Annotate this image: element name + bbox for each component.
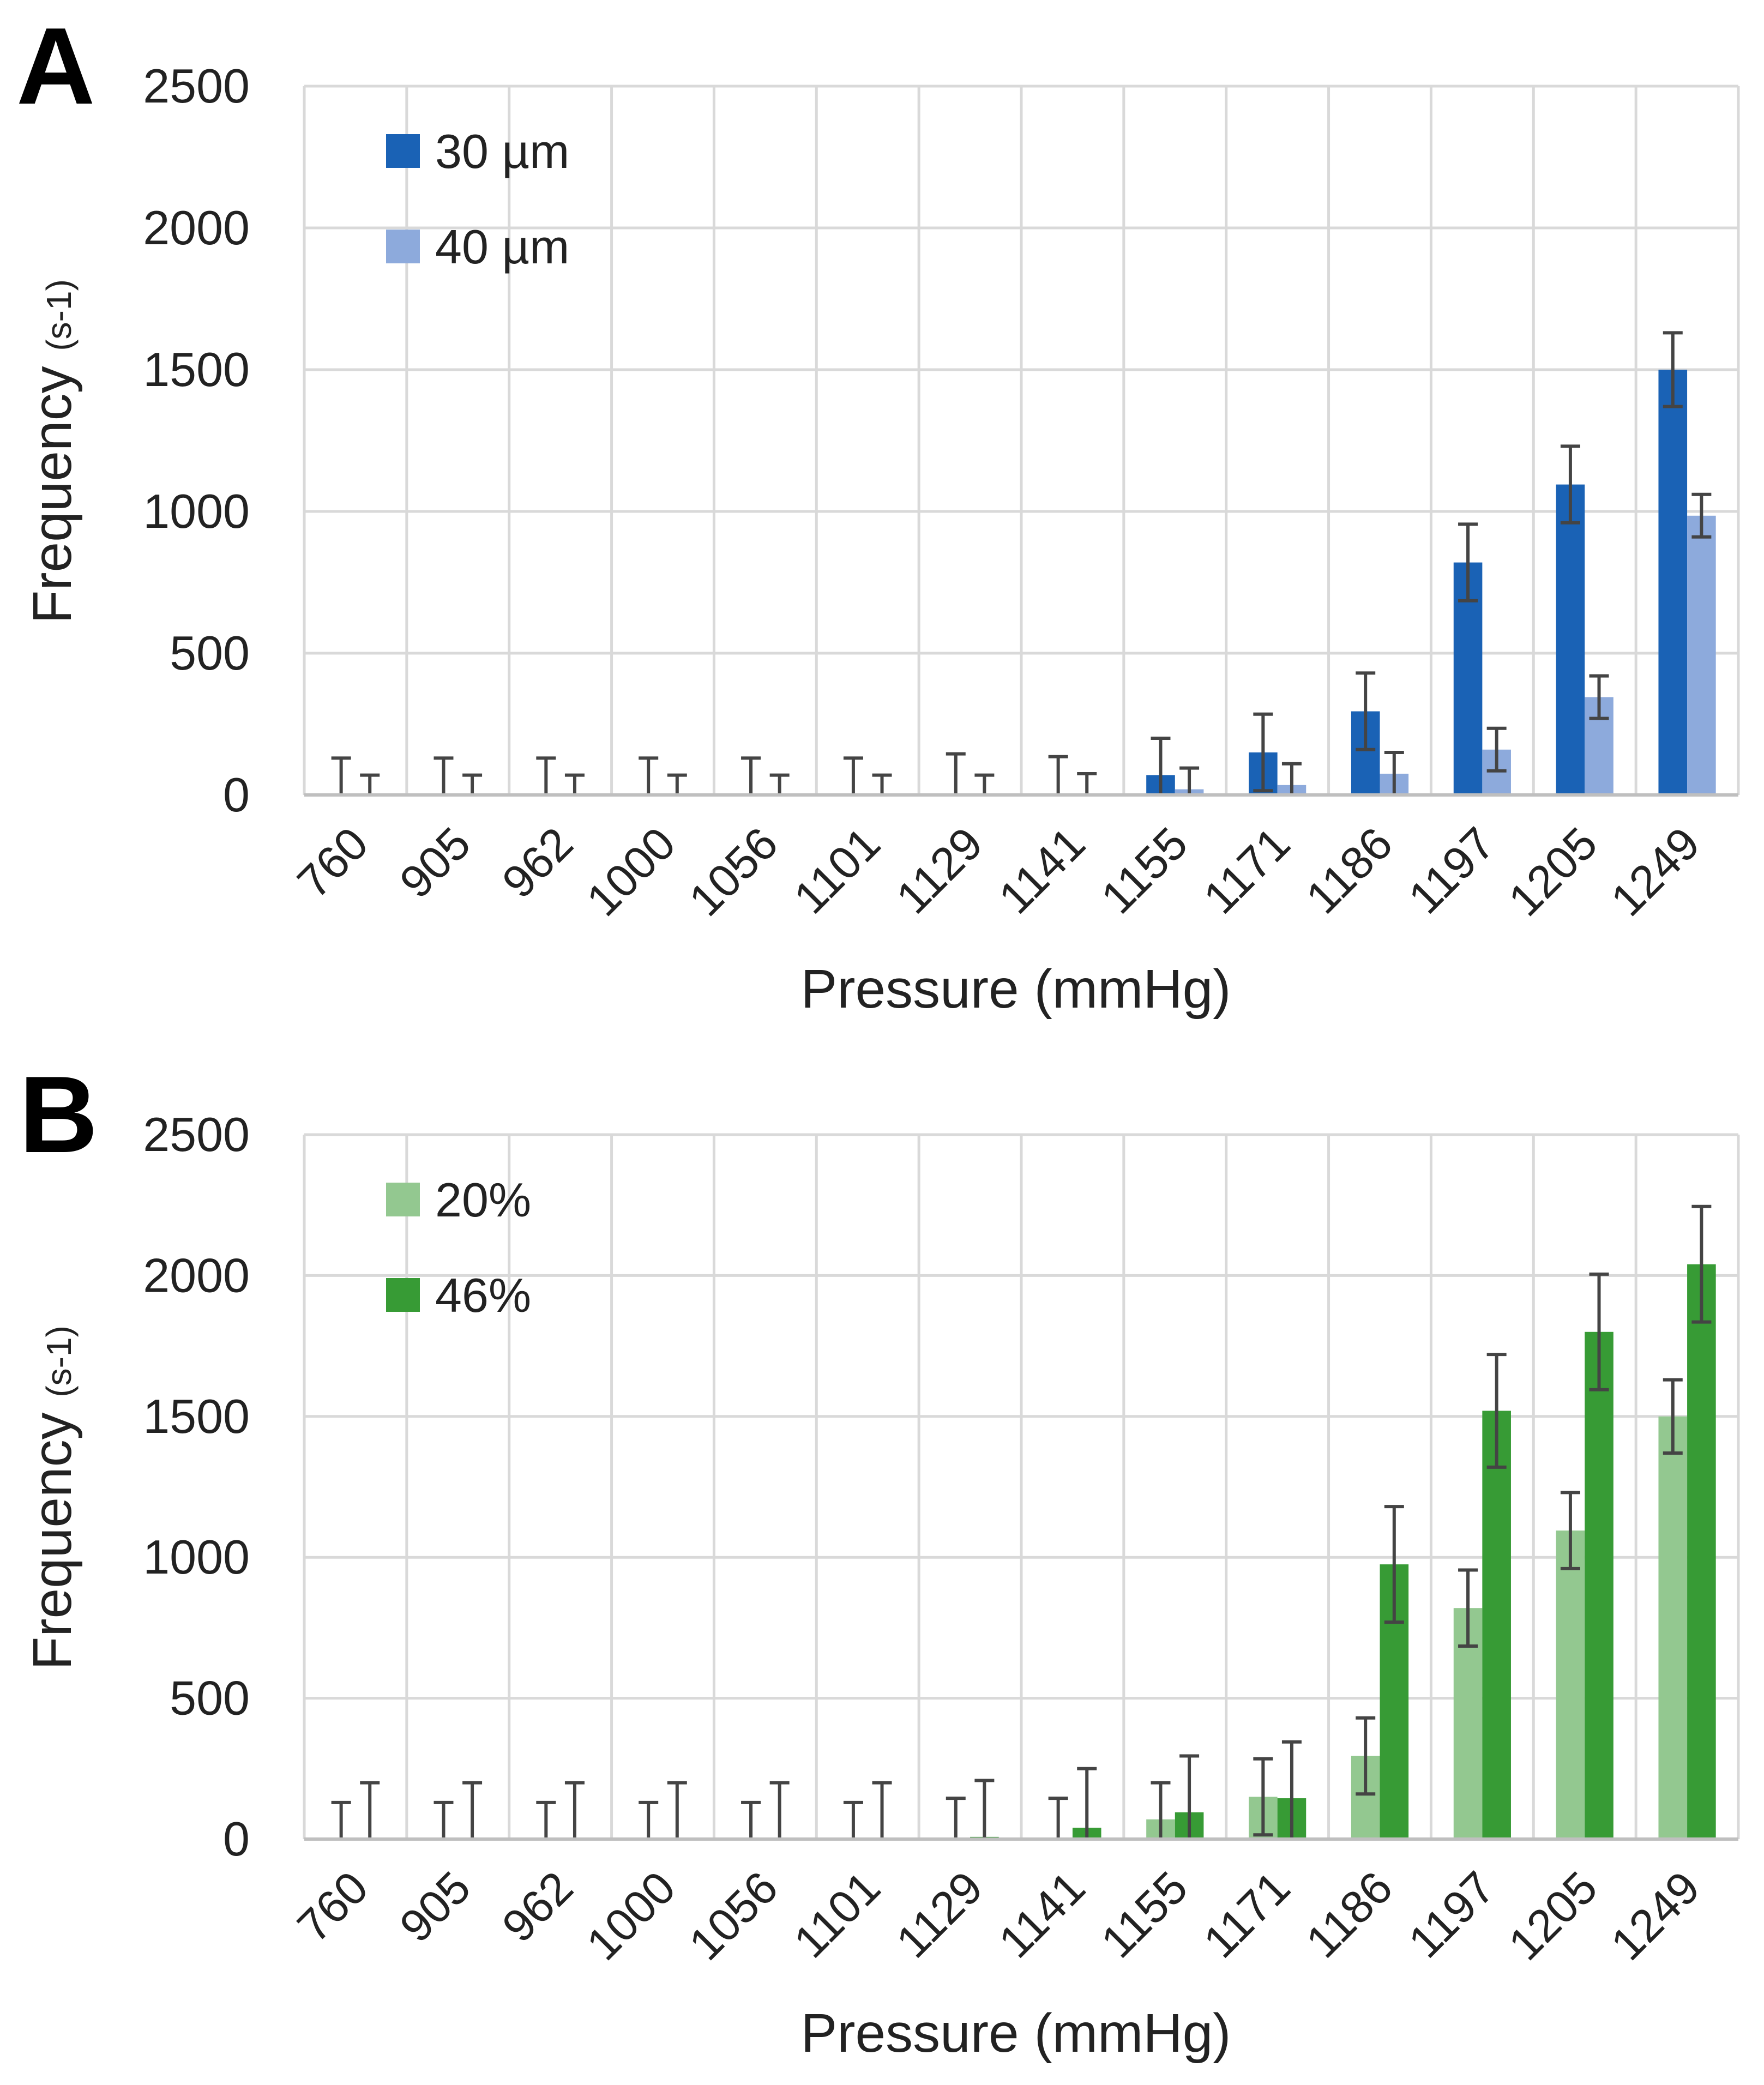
x-axis-title: Pressure (mmHg) (801, 2003, 1231, 2064)
y-tick-label: 2500 (143, 1107, 250, 1161)
y-tick-label: 2000 (143, 201, 250, 255)
bar (1658, 1416, 1688, 1839)
x-tick-label: 1197 (1399, 1861, 1504, 1967)
legend-swatch (386, 1278, 420, 1312)
x-tick-label: 1249 (1601, 817, 1709, 926)
y-tick-label: 1000 (143, 484, 250, 538)
legend-label: 20% (435, 1173, 531, 1227)
x-tick-label: 905 (390, 817, 480, 908)
x-tick-label: 1101 (784, 1861, 890, 1967)
x-tick-label: 760 (287, 1861, 378, 1952)
y-tick-label: 0 (223, 1812, 250, 1866)
x-tick-label: 962 (492, 1861, 583, 1952)
x-tick-label: 905 (390, 1861, 480, 1952)
bar (1482, 1411, 1511, 1839)
x-tick-label: 1141 (989, 817, 1094, 923)
y-tick-label: 1500 (143, 342, 250, 396)
bar (1687, 515, 1716, 795)
x-tick-label: 1056 (679, 817, 787, 926)
x-tick-label: 1155 (1091, 1861, 1197, 1967)
x-tick-label: 1129 (887, 1861, 992, 1967)
y-tick-label: 1000 (143, 1530, 250, 1584)
x-tick-label: 1000 (577, 817, 685, 926)
x-tick-label: 1186 (1296, 1861, 1402, 1967)
bar (1658, 370, 1688, 795)
y-axis-title: Frequency (s-1) (22, 1325, 83, 1670)
x-tick-label: 1186 (1296, 817, 1402, 923)
panel-label: B (19, 1054, 98, 1176)
x-tick-label: 1056 (679, 1861, 787, 1970)
x-tick-label: 1171 (1194, 1861, 1299, 1967)
x-tick-label: 1197 (1399, 817, 1504, 923)
x-tick-label: 760 (287, 817, 378, 908)
x-tick-label: 1205 (1498, 1861, 1607, 1970)
y-tick-label: 2000 (143, 1248, 250, 1302)
y-tick-label: 2500 (143, 59, 250, 113)
y-tick-label: 1500 (143, 1389, 250, 1443)
legend-swatch (386, 230, 420, 263)
x-tick-label: 1101 (784, 817, 890, 923)
y-tick-label: 500 (170, 626, 250, 680)
legend-label: 30 µm (435, 124, 569, 178)
x-axis-title: Pressure (mmHg) (801, 959, 1231, 1020)
x-tick-label: 962 (492, 817, 583, 908)
y-axis-title: Frequency (s-1) (22, 279, 83, 624)
bar (1556, 1530, 1585, 1839)
x-tick-label: 1249 (1601, 1861, 1709, 1970)
y-tick-label: 500 (170, 1671, 250, 1725)
legend-label: 46% (435, 1268, 531, 1322)
bar (1687, 1264, 1716, 1839)
y-tick-label: 0 (223, 768, 250, 822)
x-tick-label: 1000 (577, 1861, 685, 1970)
x-tick-label: 1205 (1498, 817, 1607, 926)
legend-swatch (386, 1183, 420, 1216)
x-tick-label: 1129 (887, 817, 992, 923)
x-tick-label: 1155 (1091, 817, 1197, 923)
legend-label: 40 µm (435, 220, 569, 274)
y-axis-unit: (s-1) (39, 279, 79, 351)
y-axis-unit: (s-1) (39, 1325, 79, 1397)
bar (1556, 484, 1585, 795)
legend-swatch (386, 134, 420, 168)
panel-label: A (16, 5, 95, 127)
x-tick-label: 1141 (989, 1861, 1094, 1967)
x-tick-label: 1171 (1194, 817, 1299, 923)
bar (1585, 1331, 1614, 1839)
